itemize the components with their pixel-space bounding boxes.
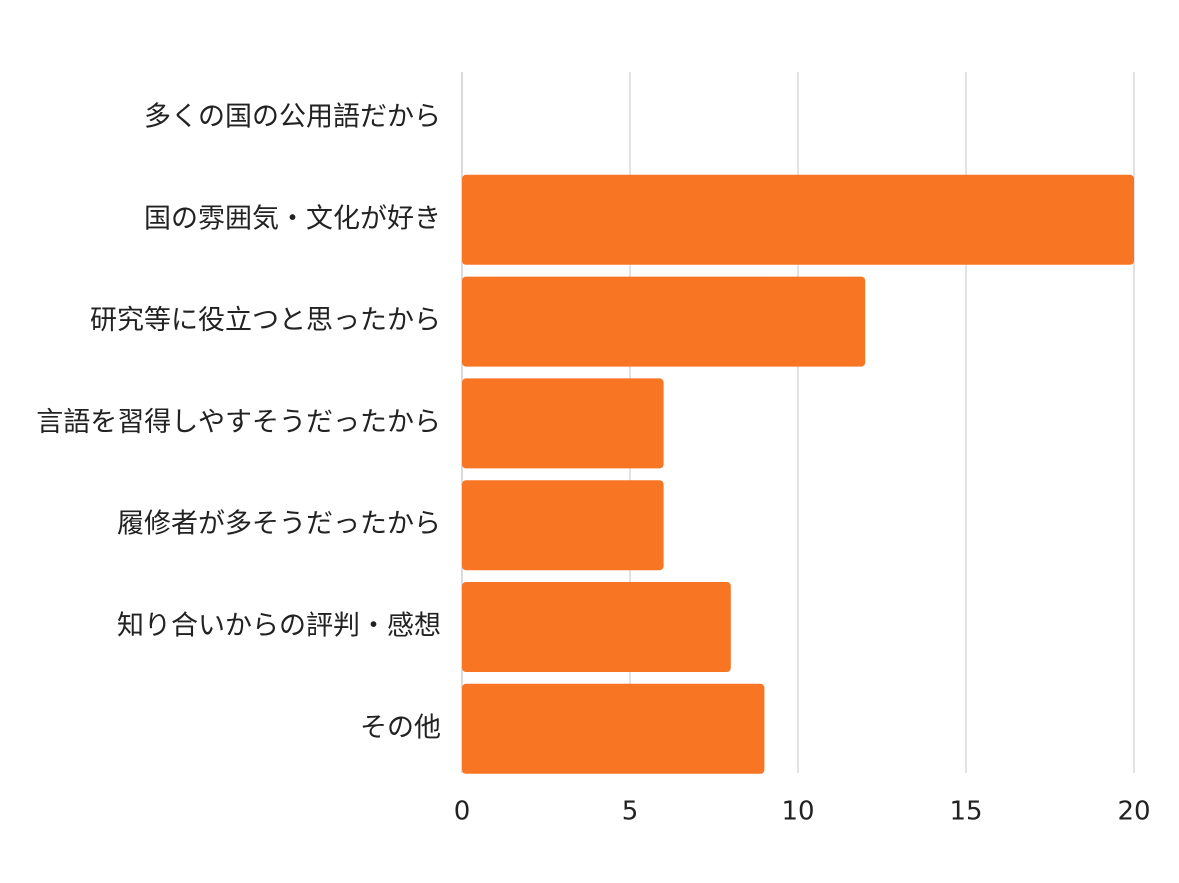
category-label: その他: [360, 712, 441, 743]
category-label: 多くの国の公用語だから: [144, 102, 441, 133]
x-tick-label: 10: [781, 797, 814, 827]
bar: [462, 480, 664, 571]
bars: [462, 174, 1134, 774]
x-tick-label: 5: [622, 797, 639, 827]
category-labels: 多くの国の公用語だから国の雰囲気・文化が好き研究等に役立つと思ったから言語を習得…: [36, 102, 441, 744]
category-label: 研究等に役立つと思ったから: [90, 305, 441, 336]
x-axis-tick-labels: 0 5 10 15 20: [454, 797, 1151, 827]
category-label: 言語を習得しやすそうだったから: [36, 407, 441, 438]
bar: [462, 378, 664, 469]
category-label: 知り合いからの評判・感想: [117, 611, 441, 642]
bar: [462, 683, 765, 774]
category-label: 履修者が多そうだったから: [117, 509, 441, 540]
bar: [462, 582, 731, 672]
x-tick-label: 15: [949, 797, 982, 827]
x-tick-label: 0: [454, 797, 471, 827]
category-label: 国の雰囲気・文化が好き: [144, 203, 441, 234]
bar: [462, 174, 1134, 265]
bar: [462, 276, 866, 367]
x-tick-label: 20: [1117, 797, 1150, 827]
